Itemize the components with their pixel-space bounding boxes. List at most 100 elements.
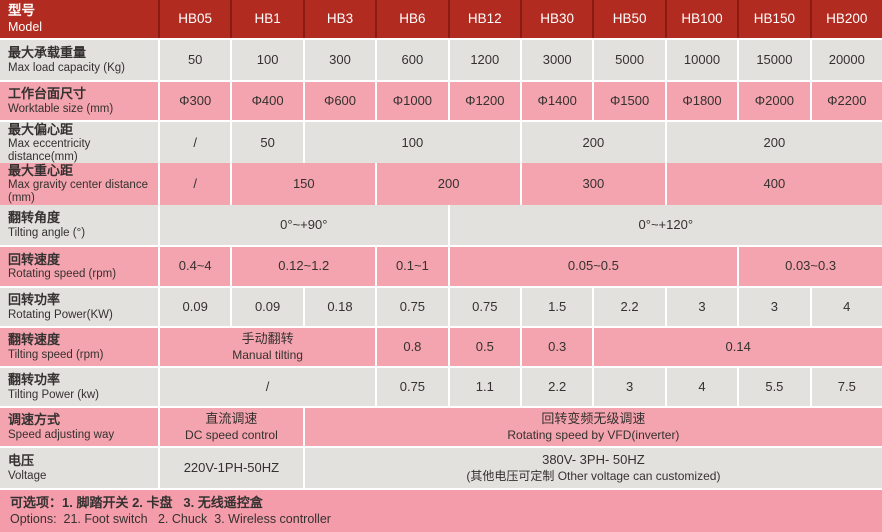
model-header-hb50: HB50 — [594, 0, 665, 38]
model-header-label-en: Model — [8, 20, 43, 35]
spec-value-cell: Φ1000 — [377, 82, 448, 120]
model-header-hb05: HB05 — [160, 0, 231, 38]
model-header-hb150: HB150 — [739, 0, 810, 38]
spec-value-cell: 0.12~1.2 — [232, 247, 376, 286]
spec-value-cell: Φ600 — [304, 82, 376, 120]
spec-value-cell: Φ400 — [232, 82, 303, 120]
model-header-hb100: HB100 — [666, 0, 738, 38]
spec-value-cell: 200 — [522, 122, 665, 165]
spec-value-cell: 220V-1PH-50HZ — [160, 448, 303, 488]
spec-value-cell: 0.09 — [232, 288, 303, 326]
spec-row-rotating-power: 回转功率 Rotating Power(KW) 0.09 0.09 0.18 0.75 0.… — [0, 288, 882, 326]
spec-value-cell: 0°~+90° — [160, 205, 448, 245]
spec-value-cell: 20000 — [811, 40, 882, 80]
model-header-hb1: HB1 — [232, 0, 303, 38]
spec-row-max-eccentricity-distance: 最大偏心距 Max eccentricity distance(mm)/50 100… — [0, 122, 882, 165]
options-line-en: Options: 21. Foot switch 2. Chuck 3. Wir… — [10, 512, 331, 527]
row-label-zh: 调速方式 — [8, 412, 61, 428]
spec-value-cell: 3 — [594, 368, 665, 406]
options-footer: 可选项：1. 脚踏开关 2. 卡盘 3. 无线遥控盒 Options: 21. … — [0, 490, 882, 532]
spec-row-tilting-angle: 翻转角度 Tilting angle (°) 0°~+90° 0°~+120° — [0, 205, 882, 245]
model-header-label-zh: 型号 — [8, 3, 35, 19]
model-header-hb12: HB12 — [449, 0, 520, 38]
spec-value-cell: 3 — [666, 288, 738, 326]
spec-value-cell: Φ1200 — [449, 82, 520, 120]
row-label-zh: 电压 — [8, 453, 35, 469]
spec-value-cell: 600 — [377, 40, 448, 80]
row-label-tilting-power: 翻转功率 Tilting Power (kw) — [0, 368, 158, 406]
spec-value-cell: 1200 — [449, 40, 520, 80]
spec-value-cell: 3 — [739, 288, 810, 326]
spec-value-cell: 300 — [304, 40, 376, 80]
spec-row-max-load-capacity: 最大承载重量 Max load capacity (Kg) 50 100 300 600 1… — [0, 40, 882, 80]
model-header-hb6: HB6 — [377, 0, 448, 38]
row-label-en: Max gravity center distance (mm) — [8, 179, 148, 205]
row-label-rotating-speed: 回转速度 Rotating speed (rpm) — [0, 247, 158, 286]
row-label-en: Speed adjusting way — [8, 428, 115, 441]
spec-value-cell: 10000 — [666, 40, 738, 80]
header-row: 型号 Model HB05 HB1 HB3 HB6 HB12 HB30 HB50 HB100 H… — [0, 0, 882, 38]
spec-value-cell: 50 — [160, 40, 231, 80]
model-header-cell: 型号 Model — [0, 0, 158, 38]
row-label-zh: 翻转速度 — [8, 332, 61, 348]
spec-value-cell: Φ1500 — [594, 82, 665, 120]
row-label-max-load-capacity: 最大承载重量 Max load capacity (Kg) — [0, 40, 158, 80]
spec-value-cell: 2.2 — [522, 368, 593, 406]
row-label-zh: 翻转功率 — [8, 372, 61, 388]
row-label-en: Rotating speed (rpm) — [8, 268, 117, 281]
row-label-zh: 回转速度 — [8, 251, 61, 267]
row-label-speed-adjusting-way: 调速方式 Speed adjusting way — [0, 408, 158, 446]
spec-value-cell: 3000 — [522, 40, 593, 80]
spec-row-worktable-size: 工作台面尺寸 Worktable size (mm) Φ300 Φ400 Φ600 Φ10… — [0, 82, 882, 120]
spec-value-cell: 0.75 — [449, 288, 520, 326]
spec-value-cell: 5000 — [594, 40, 665, 80]
spec-value-cell: 100 — [304, 122, 520, 165]
row-label-max-gravity-center-distance: 最大重心距 Max gravity center distance (mm) — [0, 163, 158, 206]
spec-row-tilting-speed: 翻转速度 Tilting speed (rpm) 手动翻转 Manual tiltin… — [0, 328, 882, 366]
spec-value-cell: 0.05~0.5 — [449, 247, 738, 286]
row-label-zh: 工作台面尺寸 — [8, 86, 87, 102]
row-label-en: Max eccentricity distance(mm) — [8, 138, 91, 164]
row-label-en: Max load capacity (Kg) — [8, 61, 125, 74]
spec-value-cell: Φ2200 — [811, 82, 882, 120]
spec-value-cell: 1.5 — [522, 288, 593, 326]
spec-row-tilting-power: 翻转功率 Tilting Power (kw)/0.75 1.1 2.2 3 4 5.5 7.… — [0, 368, 882, 406]
spec-value-cell: 1.1 — [449, 368, 520, 406]
spec-value-cell: 0.5 — [449, 328, 520, 366]
spec-row-speed-adjusting-way: 调速方式 Speed adjusting way 直流调速 DC speed cont… — [0, 408, 882, 446]
row-label-rotating-power: 回转功率 Rotating Power(KW) — [0, 288, 158, 326]
row-label-tilting-angle: 翻转角度 Tilting angle (°) — [0, 205, 158, 245]
spec-value-cell: 380V- 3PH- 50HZ (其他电压可定制 Other voltage ca… — [304, 448, 882, 488]
row-label-en: Tilting speed (rpm) — [8, 348, 104, 361]
row-label-max-eccentricity-distance: 最大偏心距 Max eccentricity distance(mm) — [0, 122, 158, 165]
spec-value-cell: 手动翻转 Manual tilting — [160, 328, 376, 366]
spec-value-cell: 0.75 — [377, 288, 448, 326]
spec-value-cell: 200 — [666, 122, 882, 165]
spec-value-cell: / — [160, 122, 231, 165]
spec-value-cell: 0.3 — [522, 328, 593, 366]
spec-value-cell: 2.2 — [594, 288, 665, 326]
spec-value-cell: 50 — [232, 122, 303, 165]
spec-row-voltage: 电压 Voltage 220V-1PH-50HZ 380V- 3PH- 50HZ (其他… — [0, 448, 882, 488]
spec-value-cell: 0.1~1 — [377, 247, 448, 286]
spec-value-cell: Φ300 — [160, 82, 231, 120]
row-label-zh: 最大承载重量 — [8, 45, 87, 61]
spec-value-cell: 200 — [377, 163, 520, 206]
row-label-zh: 最大偏心距 — [8, 122, 74, 137]
row-label-en: Tilting Power (kw) — [8, 388, 99, 401]
spec-row-max-gravity-center-distance: 最大重心距 Max gravity center distance (mm)/15… — [0, 163, 882, 206]
model-header-hb30: HB30 — [522, 0, 593, 38]
row-label-zh: 回转功率 — [8, 292, 61, 308]
row-label-en: Voltage — [8, 469, 47, 482]
spec-value-cell: 0.14 — [594, 328, 882, 366]
row-label-tilting-speed: 翻转速度 Tilting speed (rpm) — [0, 328, 158, 366]
row-label-en: Rotating Power(KW) — [8, 308, 113, 321]
spec-value-cell: / — [160, 368, 376, 406]
spec-value-cell: Φ2000 — [739, 82, 810, 120]
spec-value-cell: 400 — [666, 163, 882, 206]
row-label-en: Worktable size (mm) — [8, 102, 114, 115]
spec-value-cell: 300 — [522, 163, 665, 206]
spec-row-rotating-speed: 回转速度 Rotating speed (rpm) 0.4~4 0.12~1.2 0.1… — [0, 247, 882, 286]
spec-value-cell: 5.5 — [739, 368, 810, 406]
